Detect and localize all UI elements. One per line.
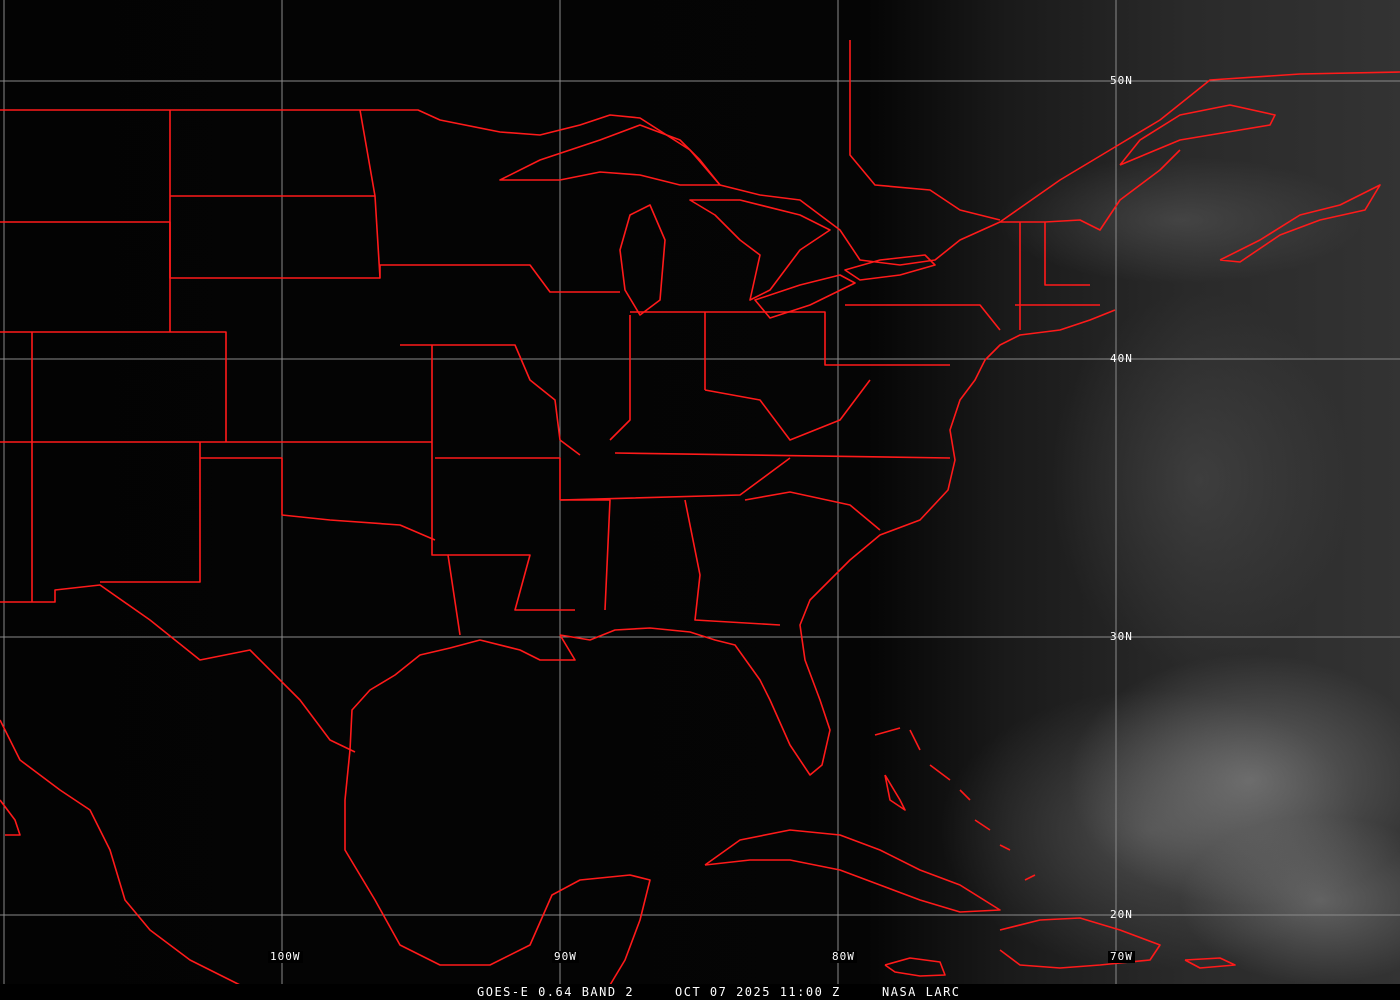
lat-label-20n: 20N bbox=[1110, 908, 1133, 921]
st-lawrence bbox=[999, 71, 1400, 223]
caption-datetime: OCT 07 2025 11:00 Z bbox=[675, 985, 841, 999]
jamaica bbox=[884, 957, 946, 977]
lat-label-40n: 40N bbox=[1110, 352, 1133, 365]
gaspe-coast bbox=[1119, 104, 1276, 166]
state-lines bbox=[0, 109, 1100, 636]
atlantic-coast bbox=[559, 309, 1116, 776]
mexico-west-coast bbox=[0, 719, 241, 986]
canada-coast bbox=[849, 40, 1001, 221]
bahamas bbox=[874, 727, 1036, 881]
hispaniola bbox=[999, 917, 1161, 969]
caption-credit: NASA LARC bbox=[882, 985, 961, 999]
lon-label-80w: 80W bbox=[830, 950, 857, 963]
lon-label-70w: 70W bbox=[1108, 950, 1135, 963]
caption-product: GOES-E 0.64 BAND 2 bbox=[477, 985, 635, 999]
puerto-rico bbox=[1184, 957, 1236, 969]
lake-huron bbox=[689, 199, 831, 301]
nova-scotia bbox=[1219, 184, 1381, 263]
lon-label-90w: 90W bbox=[552, 950, 579, 963]
lake-michigan bbox=[619, 204, 666, 316]
lake-ontario bbox=[844, 254, 936, 281]
image-caption: GOES-E 0.64 BAND 2 OCT 07 2025 11:00 Z N… bbox=[0, 984, 1400, 1000]
gulf-coast bbox=[344, 634, 651, 986]
lat-label-30n: 30N bbox=[1110, 630, 1133, 643]
lake-superior bbox=[499, 124, 721, 186]
baja bbox=[0, 799, 21, 836]
us-canada-border bbox=[0, 109, 1181, 266]
cuba bbox=[704, 829, 1001, 913]
us-mexico-border bbox=[0, 584, 356, 753]
lat-label-50n: 50N bbox=[1110, 74, 1133, 87]
lake-erie bbox=[754, 274, 856, 319]
lon-label-100w: 100W bbox=[268, 950, 303, 963]
